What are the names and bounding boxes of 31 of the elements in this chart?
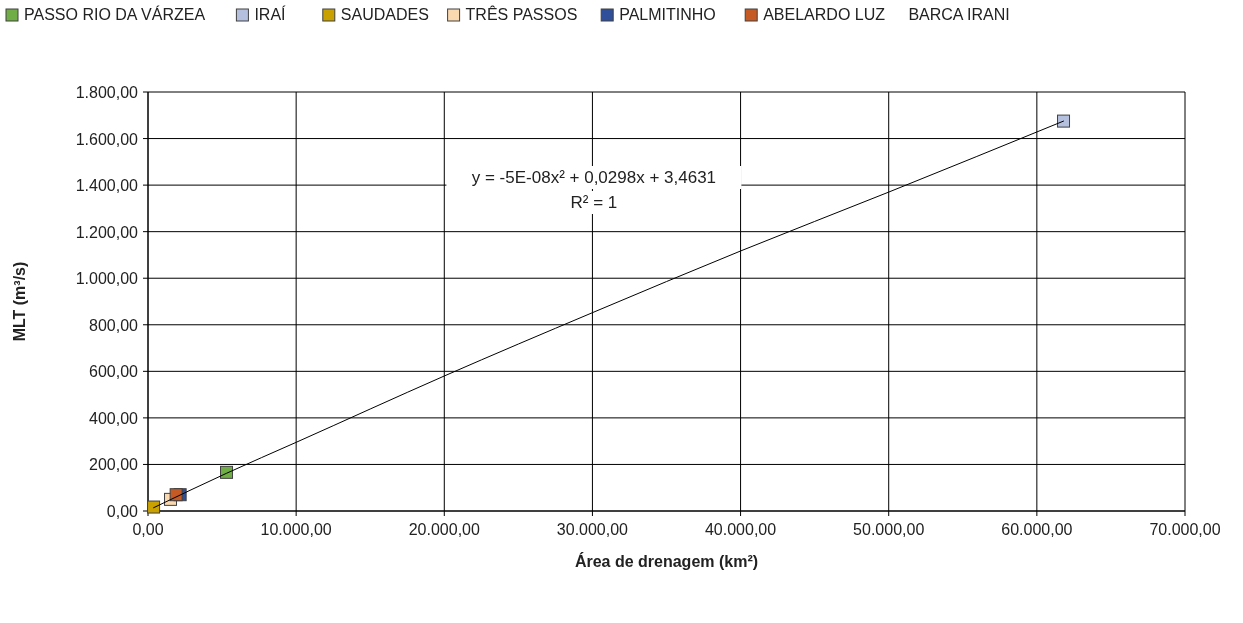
annotation: R² = 1 [570, 193, 618, 212]
legend-label: PALMITINHO [619, 6, 716, 23]
x-tick-label: 40.000,00 [704, 521, 777, 538]
legend-label: PASSO RIO DA VÁRZEA [24, 5, 206, 23]
x-tick-label: 70.000,00 [1149, 521, 1221, 538]
x-tick-label: 50.000,00 [853, 521, 925, 538]
x-tick-label: 60.000,00 [1001, 521, 1073, 538]
legend-label: TRÊS PASSOS [465, 5, 578, 23]
y-axis-title: MLT (m³/s) [11, 261, 28, 342]
y-tick-label: 1.800,00 [75, 84, 139, 101]
y-tick-label: 1.600,00 [75, 130, 139, 148]
legend-label: ABELARDO LUZ [763, 6, 886, 23]
y-tick-label: 800,00 [89, 316, 139, 334]
x-axis-title: Área de drenagem (km²) [574, 552, 759, 570]
y-tick-label: 600,00 [89, 363, 139, 381]
legend-label: IRAÍ [254, 5, 287, 23]
text: BARCA IRANI [908, 6, 1010, 23]
x-tick-label: 30.000,00 [556, 521, 629, 538]
point [147, 500, 161, 514]
y-tick-label: 400,00 [89, 409, 139, 427]
x-tick-label: 0,00 [132, 521, 164, 538]
y-tick-label: 200,00 [89, 456, 139, 474]
y-tick-label: 0,00 [106, 503, 139, 520]
annotation: y = -5E-08x² + 0,0298x + 3,4631 [471, 168, 717, 187]
point [1057, 114, 1071, 128]
y-tick-label: 1.200,00 [75, 223, 139, 241]
y-tick-label: 1.000,00 [75, 270, 139, 288]
x-tick-label: 20.000,00 [408, 521, 480, 538]
legend-label: SAUDADES [340, 6, 429, 23]
y-tick-label: 1.400,00 [75, 177, 139, 195]
x-tick-label: 10.000,00 [260, 521, 332, 538]
